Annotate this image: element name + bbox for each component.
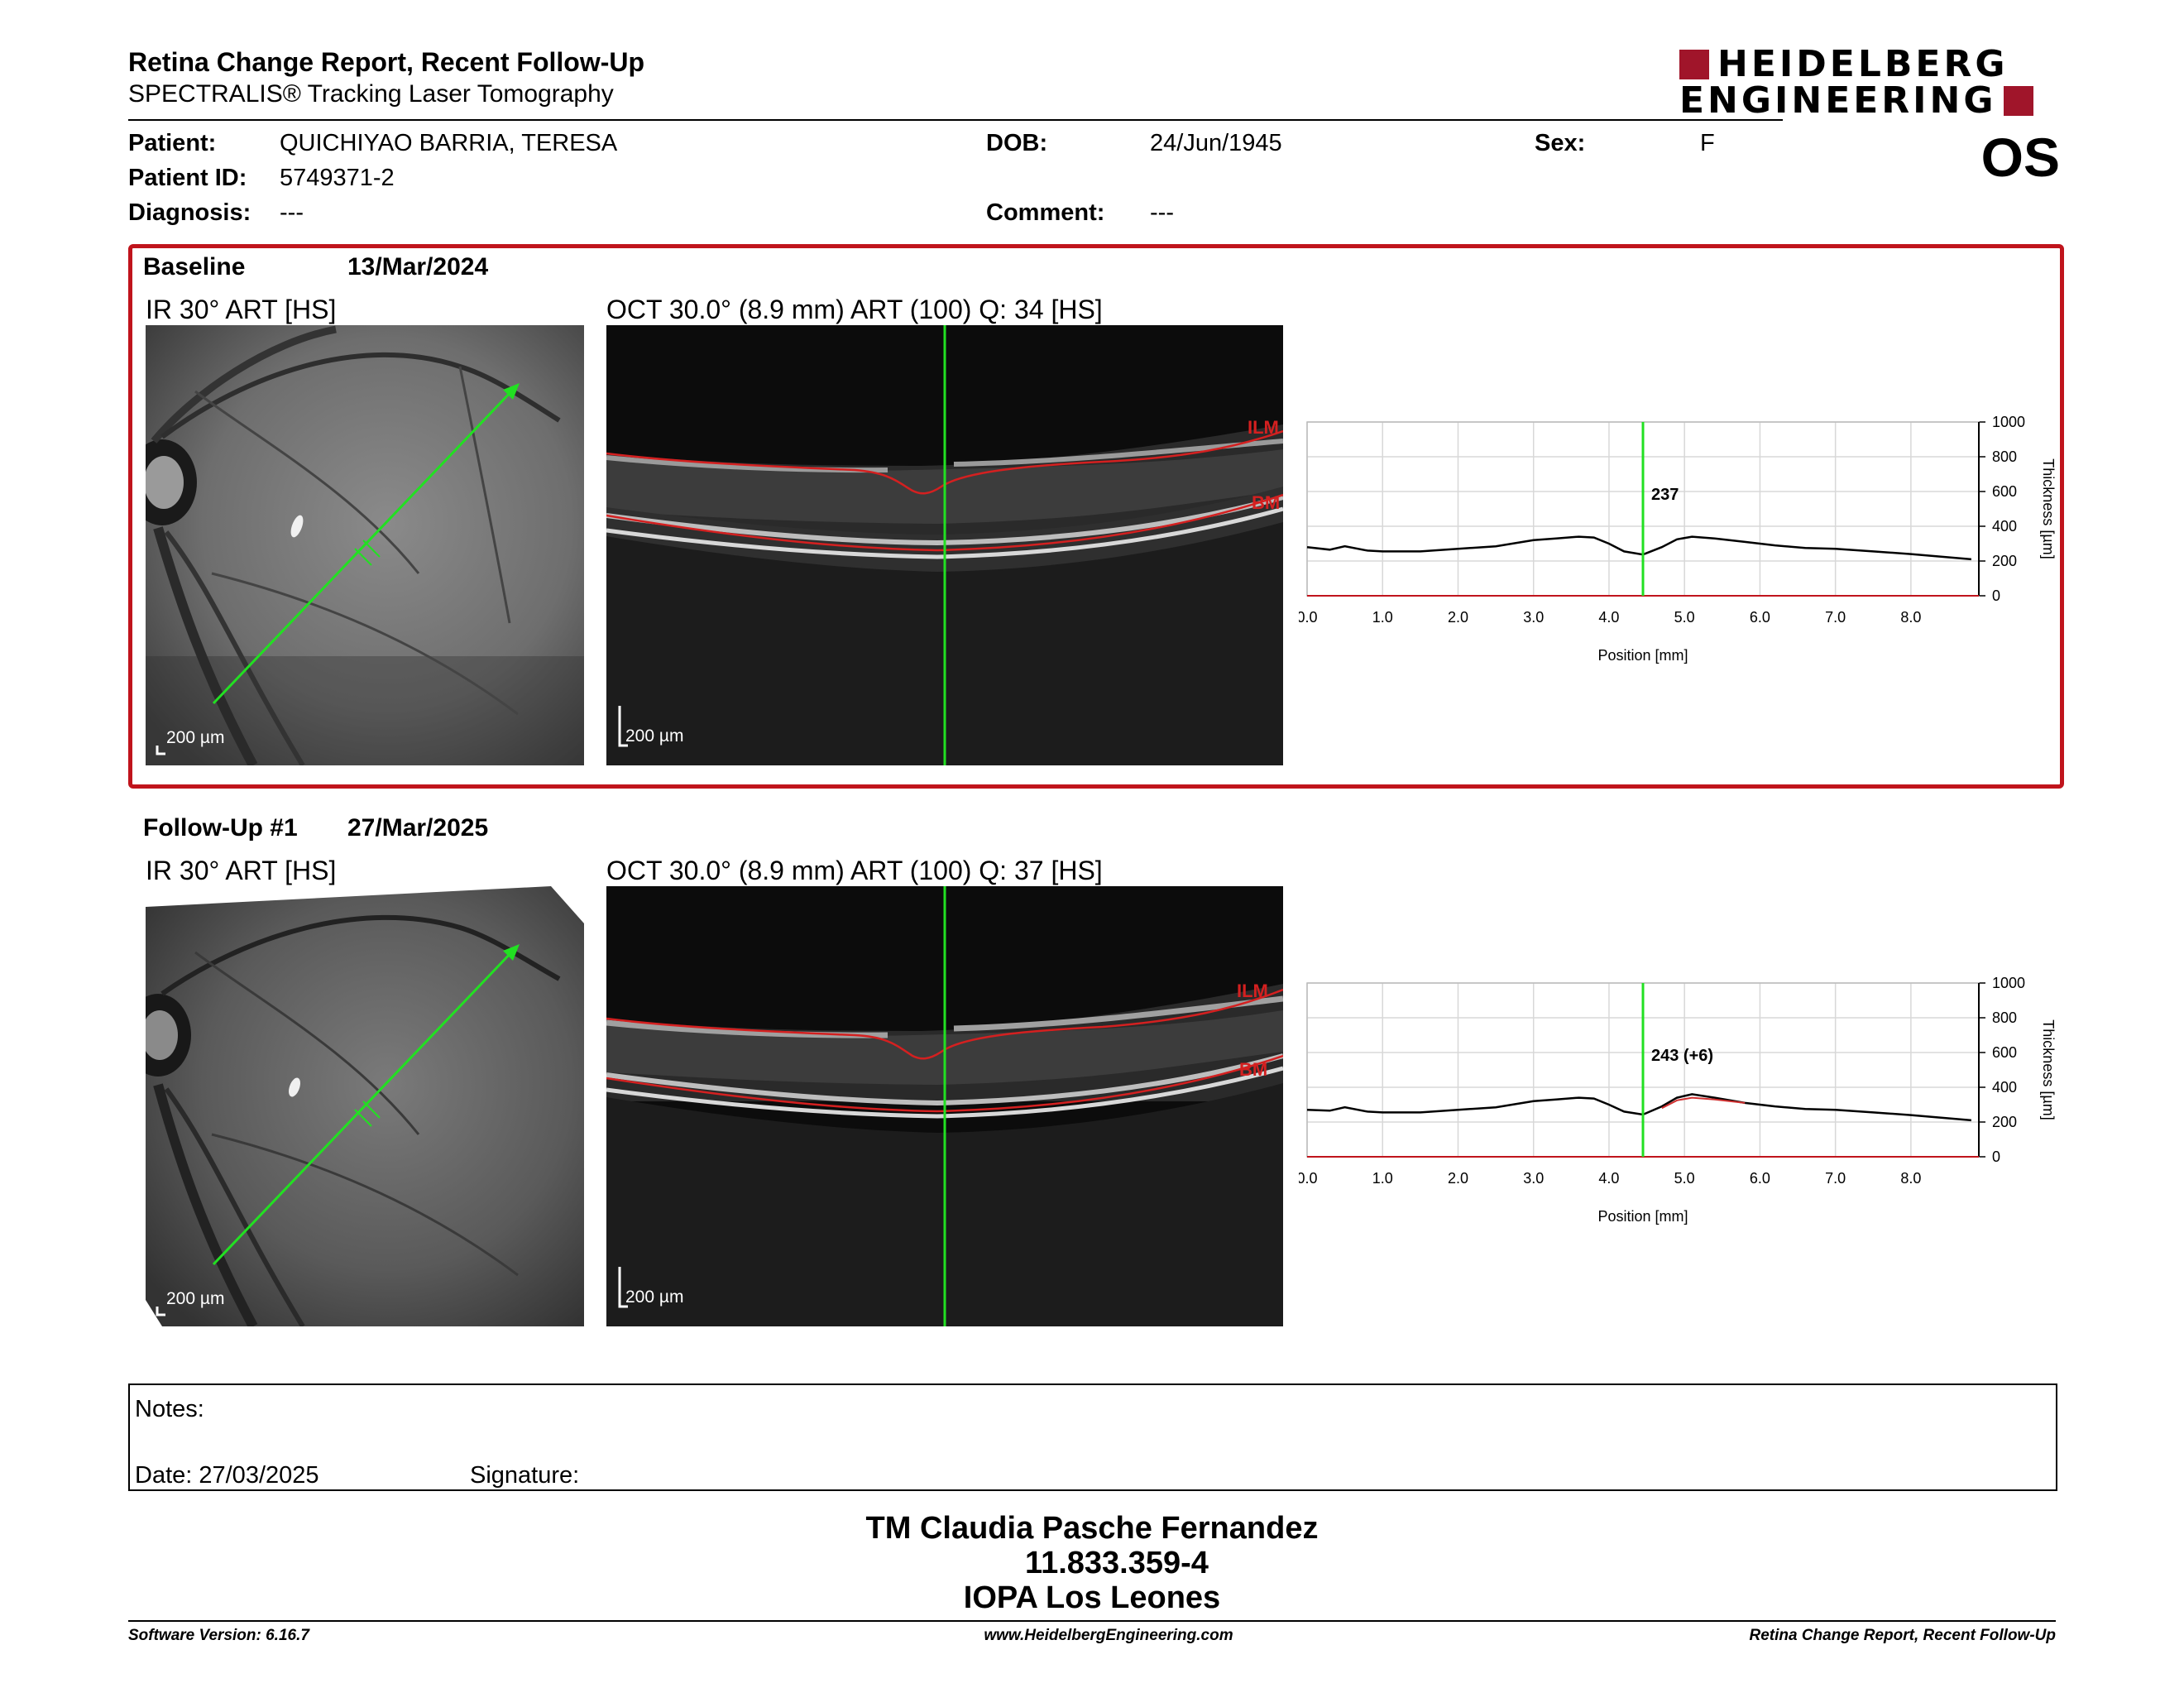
signoff-id: 11.833.359-4 bbox=[1025, 1546, 1209, 1580]
baseline-thickness-chart: 0.0 1.0 2.0 3.0 4.0 5.0 6.0 7.0 8.0 0 200 400 600 800… bbox=[1299, 414, 2057, 664]
logo-line2: ENGINEERING bbox=[1679, 79, 1997, 122]
y-axis-label: Thickness [µm] bbox=[2040, 1019, 2057, 1120]
notes-date: Date: 27/03/2025 bbox=[135, 1462, 319, 1489]
patient-label: Patient: bbox=[128, 130, 217, 156]
notes-label: Notes: bbox=[135, 1396, 204, 1422]
x-tick-label: 1.0 bbox=[1372, 1170, 1393, 1187]
diagnosis-value: --- bbox=[280, 199, 304, 226]
y-tick-label: 800 bbox=[1992, 448, 2017, 465]
header-rule bbox=[128, 119, 1783, 121]
x-tick-label: 4.0 bbox=[1598, 1170, 1619, 1187]
x-axis-label: Position [mm] bbox=[1597, 1208, 1688, 1225]
x-tick-label: 3.0 bbox=[1523, 609, 1544, 626]
baseline-oct-title: OCT 30.0° (8.9 mm) ART (100) Q: 34 [HS] bbox=[606, 295, 1103, 324]
x-tick-label: 7.0 bbox=[1825, 1170, 1846, 1187]
x-tick-label: 1.0 bbox=[1372, 609, 1393, 626]
sex-value: F bbox=[1700, 130, 1715, 156]
marker-value-label: 243 (+6) bbox=[1651, 1047, 1713, 1065]
y-tick-label: 200 bbox=[1992, 1114, 2017, 1130]
y-tick-label: 800 bbox=[1992, 1009, 2017, 1026]
signoff-name: TM Claudia Pasche Fernandez bbox=[865, 1511, 1319, 1546]
marker-value-label: 237 bbox=[1651, 486, 1679, 504]
thickness-series-line bbox=[1661, 1096, 1746, 1110]
baseline-date: 13/Mar/2024 bbox=[347, 253, 489, 281]
diagnosis-label: Diagnosis: bbox=[128, 199, 251, 226]
followup-thickness-chart: 0.0 1.0 2.0 3.0 4.0 5.0 6.0 7.0 8.0 0 200 400 600 800… bbox=[1299, 975, 2057, 1225]
baseline-oct-scale: 200 µm bbox=[625, 727, 684, 746]
x-tick-label: 0.0 bbox=[1299, 609, 1318, 626]
comment-label: Comment: bbox=[986, 199, 1105, 226]
followup-oct-scale: 200 µm bbox=[625, 1288, 684, 1307]
followup-oct-image: ILM BM bbox=[606, 886, 1283, 1326]
followup-label: Follow-Up #1 bbox=[143, 814, 298, 842]
patient-id-label: Patient ID: bbox=[128, 165, 247, 191]
dob-value: 24/Jun/1945 bbox=[1150, 130, 1282, 156]
signature-label: Signature: bbox=[470, 1462, 580, 1489]
y-tick-label: 600 bbox=[1992, 1044, 2017, 1061]
logo-square-icon bbox=[2003, 86, 2033, 116]
footer-url[interactable]: www.HeidelbergEngineering.com bbox=[984, 1627, 1233, 1644]
x-tick-label: 4.0 bbox=[1598, 609, 1619, 626]
x-tick-label: 6.0 bbox=[1750, 1170, 1770, 1187]
notes-box[interactable] bbox=[128, 1383, 2057, 1491]
baseline-ir-scale: 200 µm bbox=[166, 728, 225, 747]
footer-version: Software Version: 6.16.7 bbox=[128, 1627, 309, 1644]
x-tick-label: 6.0 bbox=[1750, 609, 1770, 626]
x-tick-label: 2.0 bbox=[1448, 1170, 1468, 1187]
y-tick-label: 0 bbox=[1992, 587, 2000, 604]
logo-row2: ENGINEERING bbox=[1679, 83, 2033, 119]
y-axis-label: Thickness [µm] bbox=[2040, 458, 2057, 559]
signoff-place: IOPA Los Leones bbox=[963, 1580, 1221, 1615]
x-axis-label: Position [mm] bbox=[1597, 647, 1688, 664]
followup-bm-label: BM bbox=[1239, 1059, 1267, 1080]
x-tick-label: 0.0 bbox=[1299, 1170, 1318, 1187]
report-subtitle: SPECTRALIS® Tracking Laser Tomography bbox=[128, 80, 614, 108]
x-tick-label: 7.0 bbox=[1825, 609, 1846, 626]
followup-ilm-label: ILM bbox=[1237, 981, 1268, 1001]
baseline-ilm-label: ILM bbox=[1248, 417, 1279, 438]
eye-indicator: OS bbox=[1980, 127, 2060, 188]
followup-ir-image bbox=[146, 886, 584, 1326]
baseline-ir-image bbox=[146, 325, 584, 765]
baseline-oct-image: ILM BM bbox=[606, 325, 1283, 765]
y-tick-label: 600 bbox=[1992, 483, 2017, 500]
y-tick-label: 200 bbox=[1992, 553, 2017, 569]
followup-ir-title: IR 30° ART [HS] bbox=[146, 856, 337, 885]
followup-ir-scale: 200 µm bbox=[166, 1289, 225, 1308]
footer-rule bbox=[128, 1620, 2056, 1622]
baseline-section bbox=[128, 244, 2064, 789]
logo: HEIDELBERG bbox=[1679, 46, 2008, 83]
footer-report: Retina Change Report, Recent Follow-Up bbox=[1749, 1627, 2056, 1644]
sex-label: Sex: bbox=[1535, 130, 1586, 156]
baseline-bm-label: BM bbox=[1252, 492, 1280, 513]
y-tick-label: 1000 bbox=[1992, 414, 2025, 430]
x-tick-label: 5.0 bbox=[1674, 1170, 1695, 1187]
y-tick-label: 400 bbox=[1992, 518, 2017, 535]
logo-square-icon bbox=[1679, 50, 1709, 79]
patient-id: 5749371-2 bbox=[280, 165, 395, 191]
comment-value: --- bbox=[1150, 199, 1174, 226]
dob-label: DOB: bbox=[986, 130, 1048, 156]
baseline-label: Baseline bbox=[143, 253, 246, 281]
x-tick-label: 3.0 bbox=[1523, 1170, 1544, 1187]
y-tick-label: 1000 bbox=[1992, 975, 2025, 991]
x-tick-label: 5.0 bbox=[1674, 609, 1695, 626]
x-tick-label: 8.0 bbox=[1900, 1170, 1921, 1187]
y-tick-label: 400 bbox=[1992, 1079, 2017, 1096]
x-tick-label: 2.0 bbox=[1448, 609, 1468, 626]
followup-date: 27/Mar/2025 bbox=[347, 814, 489, 842]
followup-oct-title: OCT 30.0° (8.9 mm) ART (100) Q: 37 [HS] bbox=[606, 856, 1103, 885]
thickness-series-line bbox=[1306, 1093, 1972, 1122]
x-tick-label: 8.0 bbox=[1900, 609, 1921, 626]
logo-line1: HEIDELBERG bbox=[1717, 43, 2009, 85]
report-title: Retina Change Report, Recent Follow-Up bbox=[128, 47, 645, 77]
patient-name: QUICHIYAO BARRIA, TERESA bbox=[280, 130, 618, 156]
y-tick-label: 0 bbox=[1992, 1149, 2000, 1165]
thickness-series-line bbox=[1306, 535, 1972, 561]
baseline-ir-title: IR 30° ART [HS] bbox=[146, 295, 337, 324]
